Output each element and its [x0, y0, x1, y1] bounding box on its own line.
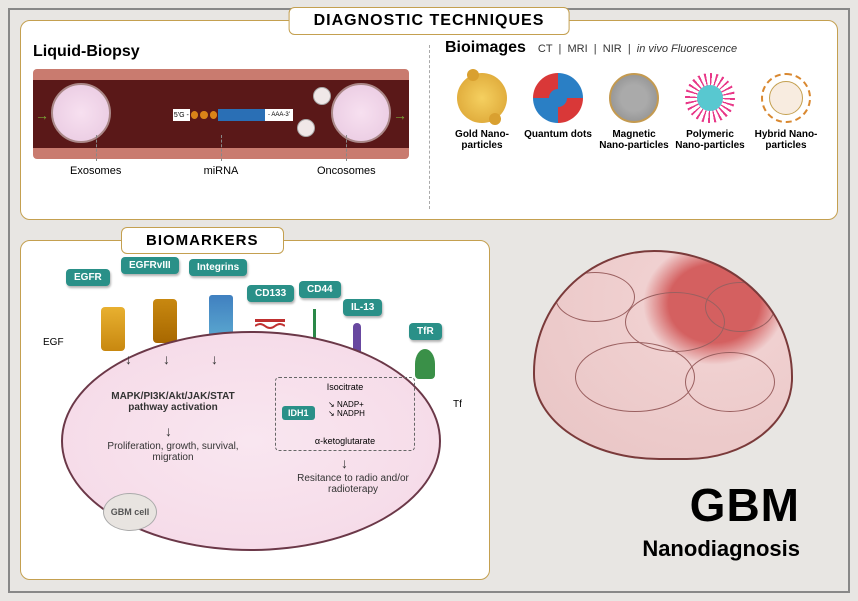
idh-pathway-box: Isocitrate IDH1 ↘ NADP+ ↘ NADPH α-ketogl… [275, 377, 415, 451]
isocitrate-label: Isocitrate [280, 382, 410, 392]
brain-body-icon [533, 250, 793, 460]
main-title-gbm: GBM [690, 478, 800, 532]
mirna-3prime: - AAA-3' [265, 109, 293, 121]
panel-divider [429, 45, 430, 209]
mirna-5prime: 5'G - [173, 109, 190, 121]
label-oncosomes: Oncosomes [284, 165, 409, 177]
idh1-tag: IDH1 [282, 406, 315, 420]
brain-title-area: GBM Nanodiagnosis [498, 240, 828, 580]
bioimages-header: Bioimages CT | MRI | NIR | in vivo Fluor… [445, 39, 823, 57]
liquid-biopsy-title: Liquid-Biopsy [33, 43, 409, 61]
diagnostic-title: DIAGNOSTIC TECHNIQUES [289, 7, 570, 35]
small-vesicle-icon [313, 87, 331, 105]
arrow-curve-icon: ↘ [328, 400, 335, 409]
mirna-icon: 5'G - - AAA-3' [173, 109, 293, 121]
tf-label: Tf [453, 399, 462, 410]
arrow-down-icon: ↓ [125, 351, 132, 367]
biomarkers-title: BIOMARKERS [121, 227, 284, 254]
tag-cd44: CD44 [299, 281, 341, 298]
egf-ligand-label: EGF [43, 337, 64, 348]
arrow-down-icon: ↓ [165, 423, 172, 439]
flow-arrow-right-icon: → [393, 107, 407, 123]
gbm-cell-label: GBM cell [103, 493, 157, 531]
tfr-receptor-icon [415, 349, 435, 379]
label-mirna: miRNA [158, 165, 283, 177]
tag-integrins: Integrins [189, 259, 247, 276]
tag-egfr: EGFR [66, 269, 110, 286]
small-vesicle-icon [297, 119, 315, 137]
gold-nanoparticle-icon [457, 73, 507, 123]
arrow-down-icon: ↓ [341, 455, 348, 471]
proliferation-text: Proliferation, growth, survival, migrati… [103, 441, 243, 463]
arrow-down-icon: ↓ [163, 351, 170, 367]
egfr-receptor-icon [101, 307, 125, 351]
label-exosomes: Exosomes [33, 165, 158, 177]
arrow-curve-icon: ↘ [328, 409, 335, 418]
main-subtitle: Nanodiagnosis [642, 536, 800, 562]
tag-tfr: TfR [409, 323, 442, 340]
nano-gold: Gold Nano-particles [445, 73, 519, 151]
bioimages-title: Bioimages [445, 39, 526, 57]
magnetic-nanoparticle-icon [609, 73, 659, 123]
resistance-text: Resitance to radio and/or radioterapy [283, 473, 423, 495]
vessel-labels: Exosomes miRNA Oncosomes [33, 165, 409, 177]
hybrid-nanoparticle-icon [761, 73, 811, 123]
nano-magnetic: Magnetic Nano-particles [597, 73, 671, 151]
nano-qdot: Quantum dots [521, 73, 595, 151]
imaging-modalities: CT | MRI | NIR | in vivo Fluorescence [538, 43, 737, 55]
arrow-down-icon: ↓ [211, 351, 218, 367]
nano-polymeric: Polymeric Nano-particles [673, 73, 747, 151]
brain-illustration [533, 250, 793, 460]
exosome-icon [51, 83, 111, 143]
liquid-biopsy-section: Liquid-Biopsy → → 5'G - - AAA-3' Exosome… [21, 35, 421, 185]
tag-il13: IL-13 [343, 299, 382, 316]
polymeric-nanoparticle-icon [685, 73, 735, 123]
flow-arrow-left-icon: → [35, 107, 49, 123]
oncosome-icon [331, 83, 391, 143]
pathway-activation-text: MAPK/PI3K/Akt/JAK/STAT pathway activatio… [103, 391, 243, 413]
tag-cd133: CD133 [247, 285, 294, 302]
nanoparticle-row: Gold Nano-particles Quantum dots Magneti… [445, 73, 823, 151]
nano-hybrid: Hybrid Nano-particles [749, 73, 823, 151]
gbm-cell: ↓ ↓ ↓ MAPK/PI3K/Akt/JAK/STAT pathway act… [61, 331, 441, 551]
ketoglutarate-label: α-ketoglutarate [276, 436, 414, 446]
biomarkers-panel: BIOMARKERS EGF IL-13Rα2 Tf EGFR EGFRvIII… [20, 240, 490, 580]
quantum-dot-icon [533, 73, 583, 123]
bioimages-section: Bioimages CT | MRI | NIR | in vivo Fluor… [441, 35, 827, 155]
tag-egfrviii: EGFRvIII [121, 257, 179, 274]
figure-container: DIAGNOSTIC TECHNIQUES Liquid-Biopsy → → … [8, 8, 850, 593]
diagnostic-panel: DIAGNOSTIC TECHNIQUES Liquid-Biopsy → → … [20, 20, 838, 220]
egfrviii-receptor-icon [153, 299, 177, 343]
